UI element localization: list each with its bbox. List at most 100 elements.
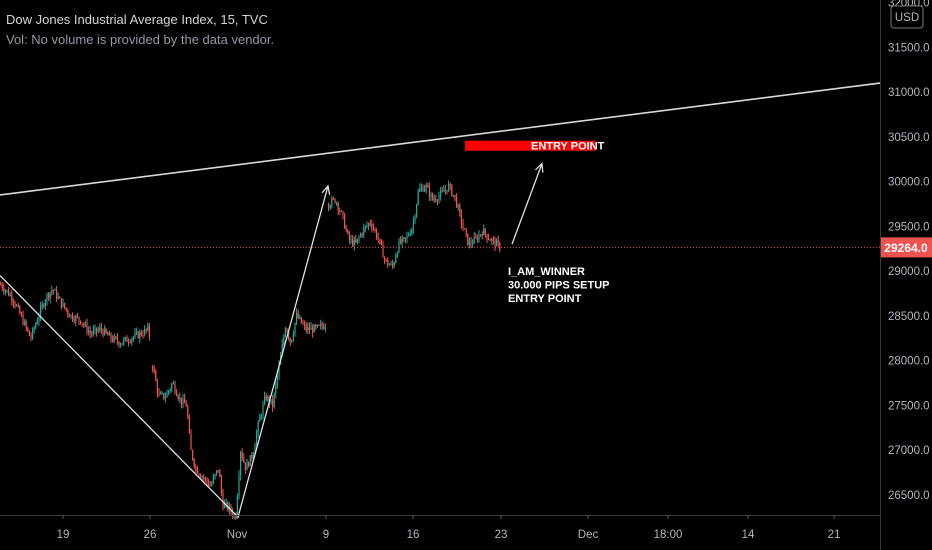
candle-body: [195, 466, 197, 468]
candle-body: [222, 492, 224, 508]
candle-body: [217, 470, 219, 472]
candle-body: [316, 324, 318, 327]
candle-body: [467, 233, 469, 245]
candle-body: [142, 335, 144, 337]
candle-body: [443, 190, 445, 192]
drawing-layer[interactable]: [0, 82, 881, 519]
candle-body: [460, 212, 462, 224]
candle-body: [144, 329, 146, 336]
candle-body: [481, 234, 483, 236]
candle-body: [340, 211, 342, 213]
candle-body: [60, 298, 62, 307]
candle-body: [382, 244, 384, 258]
candle-body: [449, 183, 451, 186]
candle-body: [54, 289, 56, 291]
candle-body: [446, 189, 448, 192]
time-tick-label: Dec: [578, 529, 599, 541]
candle-body: [179, 397, 181, 399]
candle-body: [456, 196, 458, 207]
candle-body: [422, 187, 424, 192]
candle-body: [128, 341, 130, 343]
candle-body: [136, 331, 138, 334]
candle-body: [201, 477, 203, 479]
candle-body: [475, 237, 477, 239]
candle-body: [472, 243, 474, 245]
price-tick-label: 31500.0: [888, 42, 930, 54]
candle-body: [108, 333, 110, 336]
candle-body: [12, 300, 14, 303]
time-axis[interactable]: 19 26 Nov 9 16 23 Dec 18:00 14 21: [57, 515, 841, 541]
candle-body: [110, 333, 112, 340]
candle-body: [281, 344, 283, 356]
currency-badge[interactable]: USD: [890, 5, 924, 29]
candle-body: [59, 297, 61, 299]
candle-body: [356, 238, 358, 243]
candle-body: [147, 325, 149, 330]
candle-body: [94, 327, 96, 331]
candle-body: [177, 395, 179, 399]
candle-body: [294, 322, 296, 334]
candle-body: [419, 188, 421, 192]
candle-body: [299, 317, 301, 319]
candle-body: [366, 225, 368, 227]
price-axis[interactable]: 26500.0 27000.0 27500.0 28000.0 28500.0 29000…: [888, 0, 930, 502]
candle-body: [140, 332, 142, 336]
last-price-value: 29264.0: [884, 241, 928, 255]
candle-body: [416, 204, 418, 216]
candle-body: [96, 327, 98, 332]
candle-body: [57, 297, 59, 299]
candle-body: [318, 324, 320, 326]
candle-body: [371, 223, 373, 228]
candle-body: [209, 485, 211, 487]
candle-body: [499, 242, 501, 250]
candle-body: [137, 331, 139, 339]
annotation-text-1: I_AM_WINNER: [508, 266, 585, 278]
candle-body: [19, 306, 21, 314]
entry-arrow[interactable]: [511, 163, 543, 245]
zigzag-arrow-path[interactable]: [0, 185, 329, 519]
candle-body: [379, 239, 381, 241]
candle-body: [238, 475, 240, 497]
candle-body: [334, 198, 336, 203]
time-tick-label: 21: [828, 529, 841, 541]
candle-body: [3, 288, 5, 292]
candle-body: [270, 399, 272, 404]
candle-body: [20, 313, 22, 316]
candle-body: [256, 433, 258, 446]
candle-body: [488, 238, 490, 240]
candle-body: [393, 262, 395, 267]
entry-point-box[interactable]: [465, 140, 595, 151]
candle-body: [361, 234, 363, 236]
candle-body: [464, 228, 466, 230]
candle-body: [30, 335, 32, 338]
trendline[interactable]: [0, 82, 881, 196]
candle-body: [307, 327, 309, 331]
candle-body: [184, 398, 186, 404]
candle-body: [104, 328, 106, 335]
candle-body: [377, 237, 379, 240]
candle-body: [83, 323, 85, 326]
candle-body: [430, 193, 432, 197]
price-tick-label: 29000.0: [888, 266, 930, 278]
candle-body: [163, 393, 165, 399]
candle-body: [292, 333, 294, 340]
candle-body: [171, 383, 173, 390]
candle-body: [244, 462, 246, 471]
price-tick-label: 27500.0: [888, 400, 930, 412]
time-tick-label: 16: [407, 529, 420, 541]
candle-body: [267, 396, 269, 400]
candle-body: [435, 199, 437, 201]
candle-body: [35, 323, 37, 329]
candle-body: [385, 259, 387, 261]
candle-body: [427, 185, 429, 188]
candle-body: [56, 289, 58, 299]
candle-body: [51, 290, 53, 293]
symbol-title[interactable]: Dow Jones Industrial Average Index, 15, …: [6, 12, 268, 27]
candle-body: [310, 327, 312, 331]
candle-body: [92, 330, 94, 334]
candle-body: [97, 329, 99, 332]
price-tick-label: 28500.0: [888, 311, 930, 323]
candle-body: [198, 473, 200, 476]
candle-body: [91, 333, 93, 335]
